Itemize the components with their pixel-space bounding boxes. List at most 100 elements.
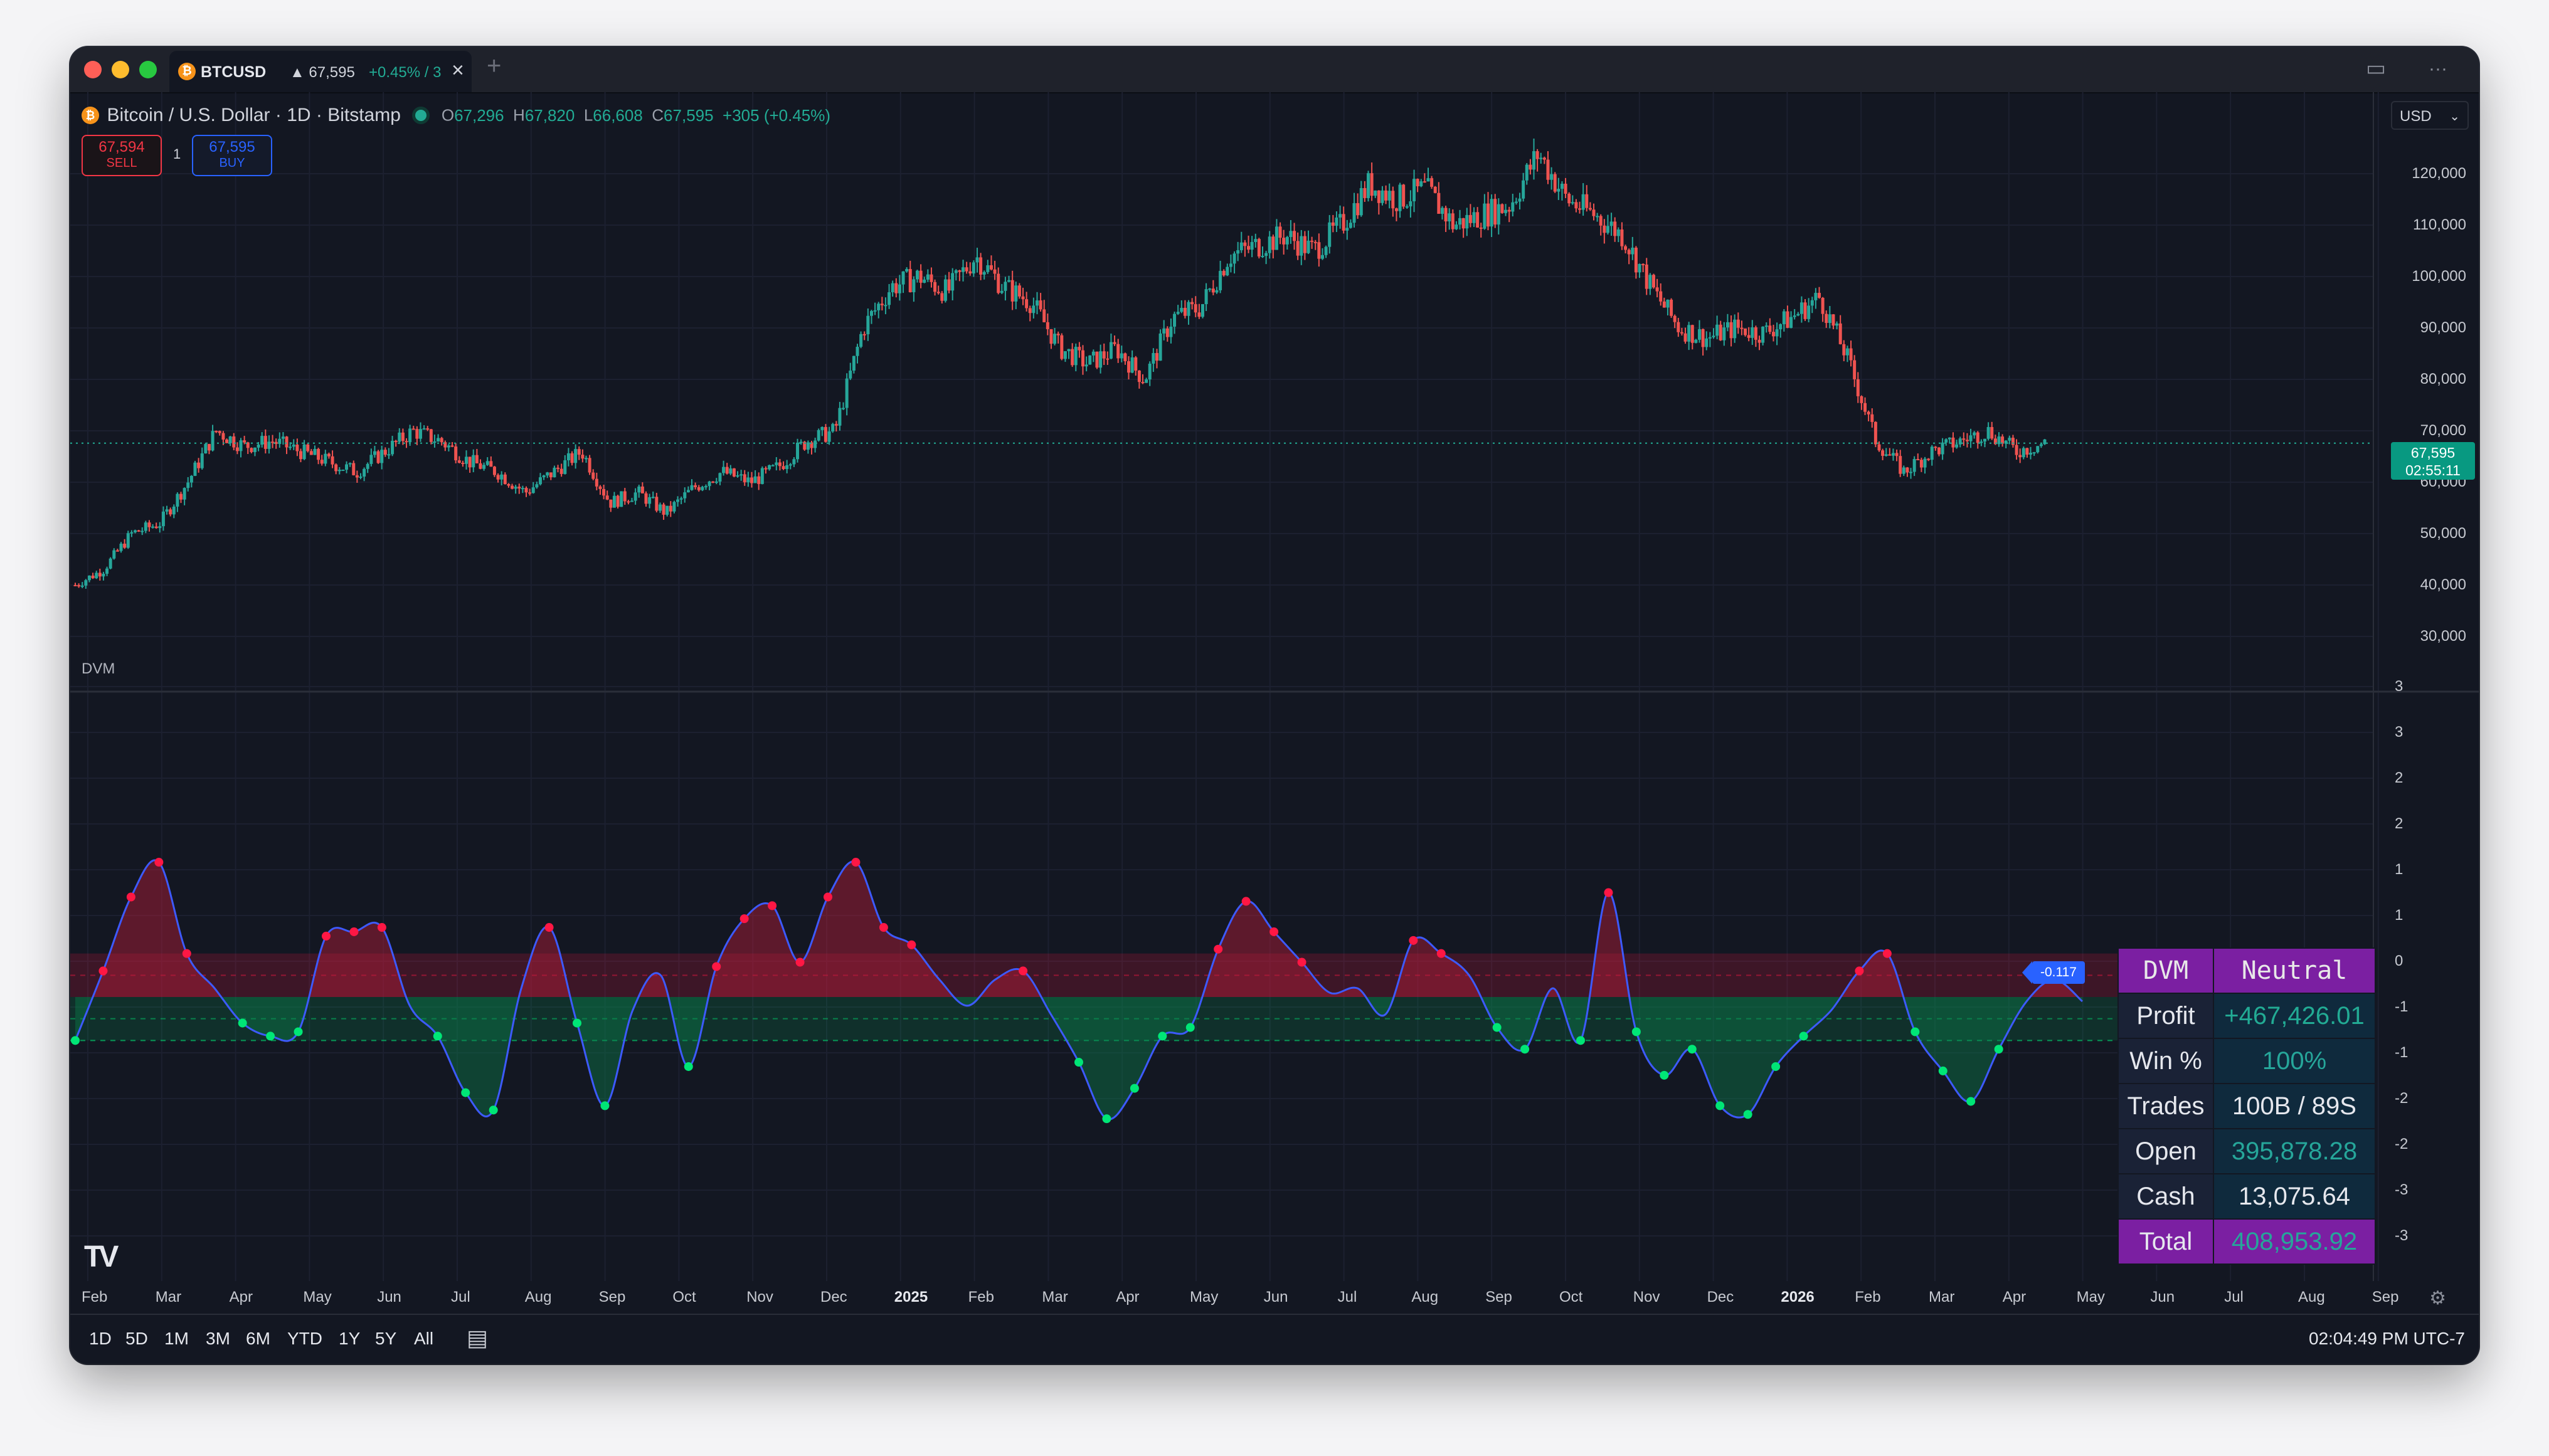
candle-body bbox=[1666, 299, 1670, 308]
dvm-line bbox=[74, 859, 2083, 1121]
range-button-1y[interactable]: 1Y bbox=[339, 1329, 361, 1348]
candle-body bbox=[1733, 319, 1737, 339]
range-button-5d[interactable]: 5D bbox=[125, 1329, 148, 1348]
candle-body bbox=[943, 279, 947, 301]
candle-body bbox=[1687, 325, 1691, 342]
indicator-name[interactable]: DVM bbox=[82, 660, 115, 677]
candle-body bbox=[965, 267, 968, 272]
candle-body bbox=[694, 485, 697, 487]
candle-body bbox=[285, 436, 289, 448]
tab-btcusd[interactable]: ₿ BTCUSD ▲ 67,595 +0.45% / 3 × bbox=[169, 51, 472, 92]
candle-body bbox=[1226, 266, 1229, 276]
candle-body bbox=[496, 475, 500, 480]
candle-body bbox=[778, 462, 782, 467]
chart-area[interactable] bbox=[70, 92, 2479, 1314]
candle-body bbox=[260, 436, 264, 445]
candle-body bbox=[1430, 178, 1434, 187]
candle-body bbox=[672, 502, 676, 512]
candle-body bbox=[1053, 334, 1057, 344]
candle-body bbox=[401, 432, 405, 441]
more-options-icon[interactable]: ··· bbox=[2429, 58, 2447, 79]
candle-body bbox=[2018, 455, 2022, 458]
candle-body bbox=[394, 440, 398, 442]
candle-body bbox=[1113, 342, 1116, 344]
candle-body bbox=[1222, 271, 1226, 276]
close-window-button[interactable] bbox=[84, 61, 102, 78]
currency-select[interactable]: USD ⌄ bbox=[2391, 101, 2469, 130]
candle-body bbox=[1398, 184, 1402, 211]
layout-icon[interactable]: ▭ bbox=[2366, 56, 2387, 80]
candle-body bbox=[1912, 459, 1916, 472]
candle-body bbox=[546, 472, 549, 476]
buy-button[interactable]: 67,595 BUY bbox=[192, 135, 272, 176]
chevron-down-icon: ⌄ bbox=[2449, 110, 2460, 124]
candle-body bbox=[1507, 209, 1511, 212]
candle-body bbox=[1835, 323, 1839, 326]
dvm-signal-dot bbox=[1799, 1031, 1808, 1041]
candle-body bbox=[528, 492, 532, 494]
candle-body bbox=[1455, 224, 1458, 229]
date-range-icon[interactable]: ▤ bbox=[467, 1325, 489, 1351]
symbol-name[interactable]: Bitcoin / U.S. Dollar · 1D · Bitstamp bbox=[107, 105, 401, 125]
candle-body bbox=[172, 506, 176, 515]
candle-body bbox=[341, 470, 345, 472]
range-button-6m[interactable]: 6M bbox=[246, 1329, 270, 1348]
candle-body bbox=[218, 431, 221, 433]
ohlc-change: +305 (+0.45%) bbox=[723, 105, 831, 125]
close-tab-icon[interactable]: × bbox=[452, 58, 464, 82]
stats-label: Trades bbox=[2117, 1083, 2214, 1129]
candle-body bbox=[1620, 229, 1624, 246]
tradingview-logo[interactable]: TV bbox=[84, 1240, 119, 1274]
time-axis-label: 2025 bbox=[894, 1289, 928, 1306]
range-button-1m[interactable]: 1M bbox=[164, 1329, 189, 1348]
candle-body bbox=[80, 585, 84, 587]
range-button-all[interactable]: All bbox=[414, 1329, 434, 1348]
axis-settings-icon[interactable]: ⚙ bbox=[2429, 1288, 2446, 1309]
maximize-window-button[interactable] bbox=[139, 61, 157, 78]
range-button-5y[interactable]: 5Y bbox=[375, 1329, 397, 1348]
range-button-3m[interactable]: 3M bbox=[206, 1329, 230, 1348]
candle-body bbox=[1342, 214, 1345, 231]
candle-body bbox=[1084, 364, 1088, 367]
order-quantity[interactable]: 1 bbox=[173, 146, 181, 162]
candle-body bbox=[1468, 214, 1472, 223]
candle-body bbox=[1088, 355, 1092, 365]
candle-body bbox=[1860, 396, 1863, 403]
candle-body bbox=[905, 269, 909, 272]
time-axis[interactable]: ⚙ Feb Mar Apr May Jun Jul Aug Sep Oct Nov Dec 2025 F… bbox=[70, 1281, 2479, 1314]
candle-body bbox=[1842, 344, 1846, 356]
candle-body bbox=[1712, 335, 1715, 337]
candle-body bbox=[722, 467, 726, 473]
range-button-ytd[interactable]: YTD bbox=[287, 1329, 322, 1348]
dvm-signal-dot bbox=[1855, 966, 1864, 976]
candle-body bbox=[1934, 446, 1937, 448]
candle-body bbox=[1821, 297, 1825, 314]
candle-body bbox=[324, 453, 327, 464]
time-axis-label: May bbox=[2076, 1289, 2105, 1306]
candle-body bbox=[852, 356, 856, 371]
new-tab-icon[interactable]: + bbox=[487, 52, 502, 80]
minimize-window-button[interactable] bbox=[112, 61, 129, 78]
candle-body bbox=[989, 265, 993, 270]
time-axis-label: Jun bbox=[1263, 1289, 1288, 1306]
candle-body bbox=[274, 441, 278, 445]
sell-button[interactable]: 67,594 SELL bbox=[82, 135, 162, 176]
candle-body bbox=[429, 429, 433, 442]
candle-body bbox=[1690, 325, 1694, 343]
candle-body bbox=[1271, 236, 1275, 250]
candle-body bbox=[1356, 203, 1360, 216]
stats-header-name: DVM bbox=[2117, 947, 2214, 994]
candle-body bbox=[898, 284, 901, 293]
candle-body bbox=[633, 492, 637, 501]
time-axis-label: Aug bbox=[2298, 1289, 2325, 1306]
dvm-signal-dot bbox=[1185, 1023, 1195, 1032]
candle-body bbox=[363, 468, 366, 477]
candle-body bbox=[1923, 458, 1927, 468]
range-button-1d[interactable]: 1D bbox=[89, 1329, 112, 1348]
candle-body bbox=[1522, 180, 1525, 199]
candle-body bbox=[366, 463, 369, 469]
candle-body bbox=[398, 432, 401, 442]
candle-body bbox=[1278, 226, 1282, 238]
clock[interactable]: 02:04:49 PM UTC-7 bbox=[2309, 1329, 2465, 1348]
candle-body bbox=[1239, 242, 1243, 251]
